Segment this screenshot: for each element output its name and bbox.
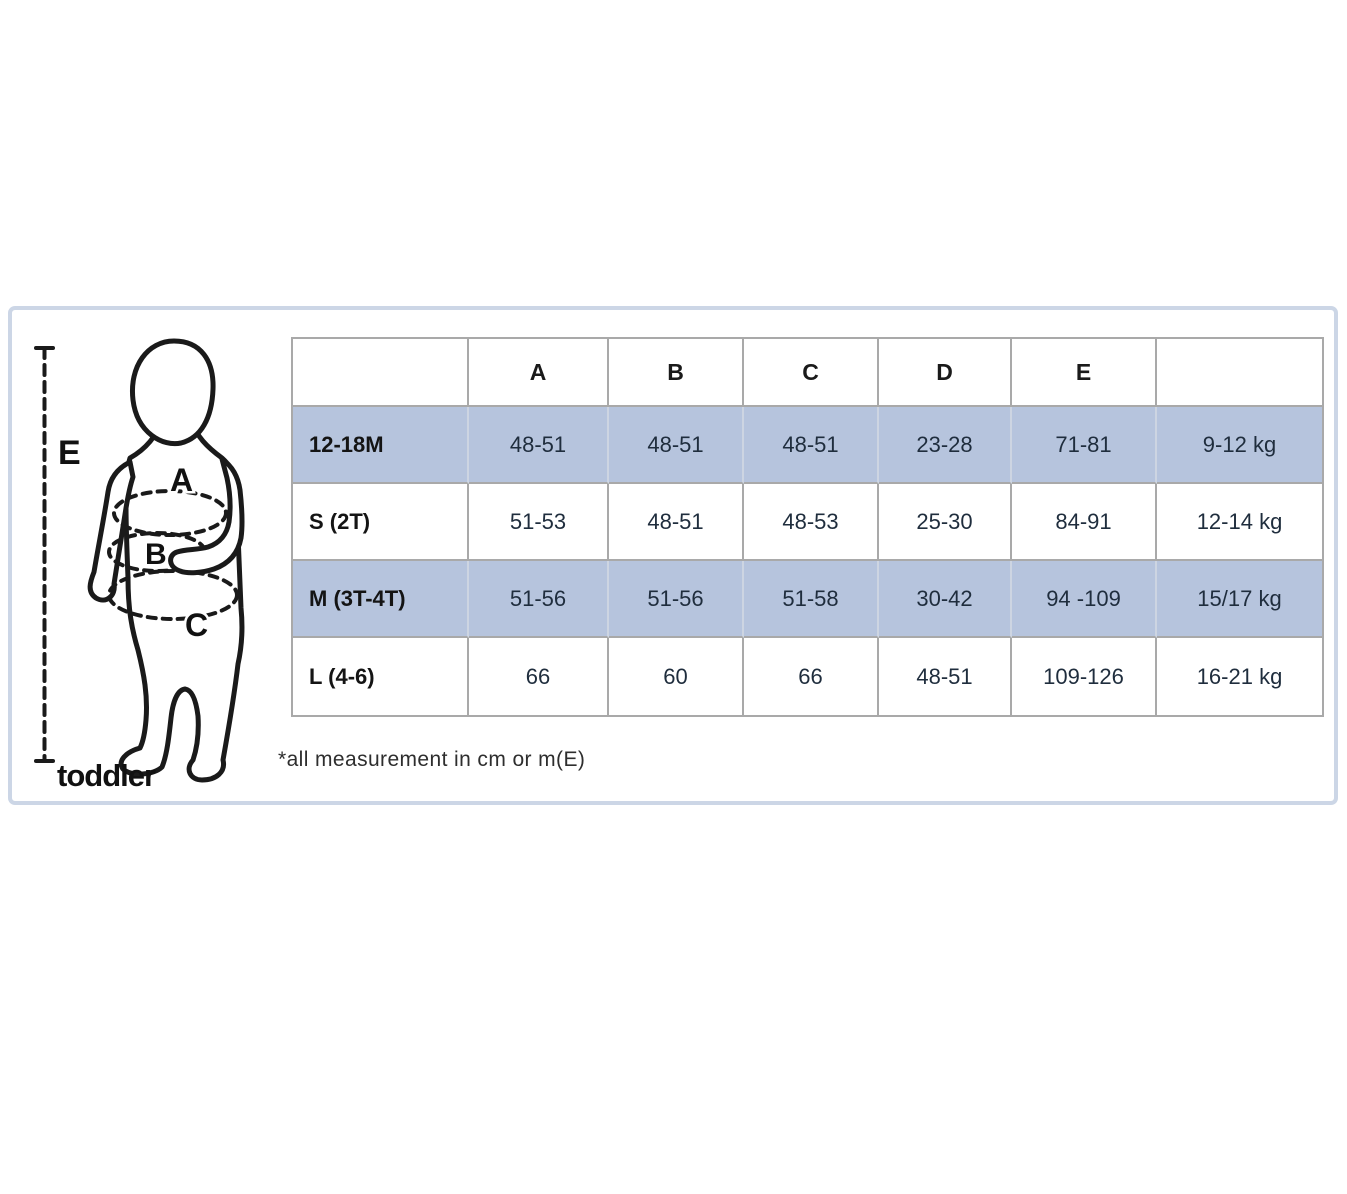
chest-girth-ellipse	[112, 489, 228, 537]
table-row-S (2T): S (2T) 51-53 48-51 48-53 25-30 84-91 12-14 kg	[293, 484, 1322, 561]
value-cell: 16-21 kg	[1157, 638, 1322, 715]
value-cell: 48-51	[609, 484, 744, 561]
figure-caption: toddler	[57, 758, 156, 793]
hip-marker-label: C	[185, 607, 208, 643]
column-header-D: D	[879, 339, 1012, 407]
toddler-figure: E A B C toddler	[34, 338, 245, 793]
size-cell: S (2T)	[293, 484, 469, 561]
value-cell: 84-91	[1012, 484, 1157, 561]
value-cell: 25-30	[879, 484, 1012, 561]
toddler-arm-right	[168, 456, 245, 576]
height-measure-line	[34, 346, 55, 763]
chest-marker-label: A	[170, 462, 193, 498]
column-header-B: B	[609, 339, 744, 407]
value-cell: 51-56	[609, 561, 744, 638]
height-marker-label: E	[58, 434, 81, 472]
value-cell: 71-81	[1012, 407, 1157, 484]
value-cell: 15/17 kg	[1157, 561, 1322, 638]
table-row-12-18M: 12-18M 48-51 48-51 48-51 23-28 71-81 9-12 kg	[293, 407, 1322, 484]
footnote: *all measurement in cm or m(E)	[278, 748, 586, 771]
value-cell: 51-56	[469, 561, 609, 638]
toddler-body-outline	[118, 417, 245, 783]
hip-girth-ellipse	[107, 569, 239, 621]
size-cell: 12-18M	[293, 407, 469, 484]
value-cell: 48-51	[609, 407, 744, 484]
size-cell: M (3T-4T)	[293, 561, 469, 638]
value-cell: 48-51	[744, 407, 879, 484]
column-header-blank-0	[293, 339, 469, 407]
value-cell: 60	[609, 638, 744, 715]
column-header-E: E	[1012, 339, 1157, 407]
value-cell: 48-51	[879, 638, 1012, 715]
table-row-L (4-6): L (4-6) 66 60 66 48-51 109-126 16-21 kg	[293, 638, 1322, 715]
value-cell: 9-12 kg	[1157, 407, 1322, 484]
value-cell: 23-28	[879, 407, 1012, 484]
value-cell: 12-14 kg	[1157, 484, 1322, 561]
value-cell: 51-53	[469, 484, 609, 561]
value-cell: 94 -109	[1012, 561, 1157, 638]
value-cell: 48-53	[744, 484, 879, 561]
value-cell: 48-51	[469, 407, 609, 484]
toddler-head	[129, 338, 216, 447]
value-cell: 66	[744, 638, 879, 715]
column-header-A: A	[469, 339, 609, 407]
waist-marker-label: B	[145, 538, 167, 571]
size-cell: L (4-6)	[293, 638, 469, 715]
column-header-blank-6	[1157, 339, 1322, 407]
table-row-M (3T-4T): M (3T-4T) 51-56 51-56 51-58 30-42 94 -109 15/1…	[293, 561, 1322, 638]
toddler-arm-left	[87, 459, 136, 603]
value-cell: 109-126	[1012, 638, 1157, 715]
column-header-C: C	[744, 339, 879, 407]
value-cell: 51-58	[744, 561, 879, 638]
value-cell: 30-42	[879, 561, 1012, 638]
value-cell: 66	[469, 638, 609, 715]
